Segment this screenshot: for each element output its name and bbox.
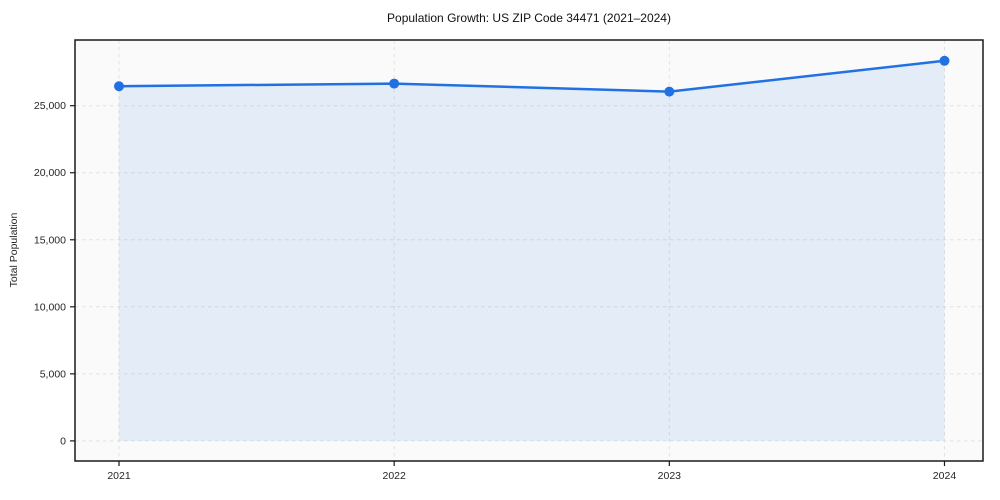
area-fill-layer [119,60,945,441]
y-axis-label: Total Population [8,212,20,288]
y-tick-label: 0 [60,435,66,447]
chart-title: Population Growth: US ZIP Code 34471 (20… [387,11,671,25]
data-line-layer [117,59,946,93]
data-point-marker [664,86,675,97]
x-tick-label: 2022 [382,470,406,482]
plot-border [74,39,984,462]
y-tick-label: 15,000 [34,234,66,246]
y-tick-label: 5,000 [40,368,66,380]
y-tick-label: 25,000 [34,100,66,112]
x-tick-label: 2024 [933,470,957,482]
data-point-marker [389,78,400,89]
plot-background-layer [75,40,983,461]
data-point-marker [114,81,125,92]
plot-background [75,40,983,461]
y-tick-label: 20,000 [34,167,66,179]
x-tick-label: 2023 [658,470,682,482]
tick-labels-layer: 0 5,000 10,000 15,000 20,000 25,000 2021 2022 20… [34,100,956,482]
axes-spines-layer [70,39,984,466]
y-tick-label: 10,000 [34,301,66,313]
data-line [117,59,946,93]
area-fill [119,60,945,441]
data-point-marker [939,55,950,66]
gridlines-layer [75,40,983,461]
x-tick-label: 2021 [107,470,131,482]
data-markers-layer [114,55,950,97]
